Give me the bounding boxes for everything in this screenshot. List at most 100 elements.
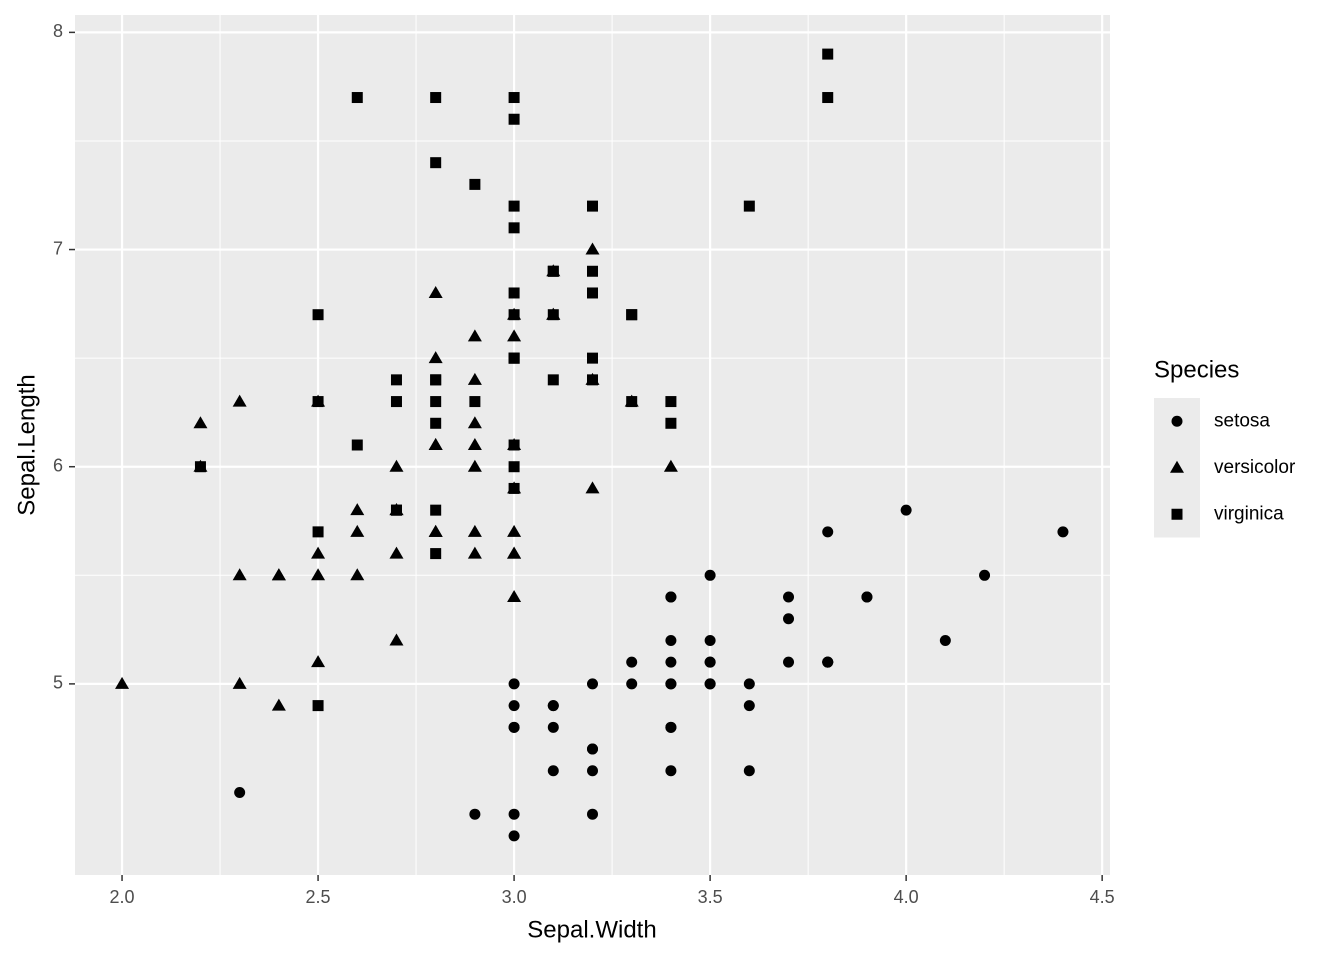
point (547, 309, 559, 321)
point (311, 546, 326, 559)
points (115, 48, 1069, 842)
point (587, 287, 598, 299)
point (547, 700, 559, 712)
point (430, 157, 442, 169)
point (704, 678, 716, 690)
point (271, 568, 286, 581)
point (626, 309, 638, 321)
point (665, 678, 677, 690)
point (585, 481, 600, 494)
point (939, 634, 951, 646)
point (822, 48, 834, 60)
point (508, 808, 520, 820)
point (311, 655, 326, 668)
point (508, 700, 520, 712)
y-tick-label: 8 (53, 21, 63, 41)
point (234, 786, 246, 798)
point (390, 396, 402, 408)
point (508, 309, 520, 321)
point (507, 590, 522, 603)
point (430, 92, 442, 104)
point (508, 482, 520, 494)
point (508, 222, 520, 234)
x-tick-label: 2.0 (110, 887, 135, 907)
point (743, 765, 755, 777)
point (626, 678, 638, 690)
point (587, 200, 598, 212)
point (430, 396, 442, 408)
point (665, 656, 677, 668)
point (508, 352, 520, 364)
point (665, 634, 677, 646)
point (743, 700, 755, 712)
point (194, 461, 206, 473)
point (232, 568, 247, 581)
point (587, 743, 598, 755)
point (508, 92, 520, 104)
point (547, 374, 559, 386)
point (508, 461, 520, 473)
point (587, 808, 598, 820)
point (587, 678, 598, 690)
point (115, 676, 130, 689)
x-axis-title: Sepal.Width (527, 916, 656, 943)
point (508, 113, 520, 125)
point (389, 546, 404, 559)
point (467, 546, 482, 559)
point (467, 329, 482, 342)
point (665, 591, 677, 603)
point (665, 721, 677, 733)
point (587, 265, 598, 277)
point (508, 439, 520, 451)
point (469, 808, 481, 820)
legend-key (1171, 415, 1183, 427)
point (822, 92, 834, 104)
point (547, 765, 559, 777)
point (704, 634, 716, 646)
point (783, 656, 795, 668)
point (350, 503, 365, 516)
point (587, 374, 598, 386)
point (743, 200, 755, 212)
point (389, 459, 404, 472)
point (665, 396, 677, 408)
point (900, 504, 912, 516)
legend-key (1170, 460, 1184, 473)
point (1057, 526, 1069, 538)
point (390, 374, 402, 386)
point (587, 352, 598, 364)
point (467, 416, 482, 429)
point (428, 524, 443, 537)
point (469, 178, 481, 190)
point (508, 678, 520, 690)
point (312, 526, 324, 538)
point (507, 524, 522, 537)
point (822, 526, 834, 538)
x-tick-label: 3.5 (698, 887, 723, 907)
point (312, 700, 324, 712)
point (390, 504, 402, 516)
point (312, 396, 324, 408)
point (508, 287, 520, 299)
point (665, 417, 677, 429)
point (663, 459, 678, 472)
point (467, 524, 482, 537)
point (232, 394, 247, 407)
point (430, 504, 442, 516)
point (430, 417, 442, 429)
point (312, 309, 324, 321)
point (193, 416, 208, 429)
point (704, 656, 716, 668)
point (232, 676, 247, 689)
point (469, 396, 481, 408)
y-tick-label: 5 (53, 673, 63, 693)
point (626, 656, 638, 668)
point (547, 265, 559, 277)
point (547, 721, 559, 733)
point (508, 721, 520, 733)
point (311, 568, 326, 581)
point (351, 92, 363, 104)
point (428, 285, 443, 298)
x-tick-label: 4.0 (894, 887, 919, 907)
